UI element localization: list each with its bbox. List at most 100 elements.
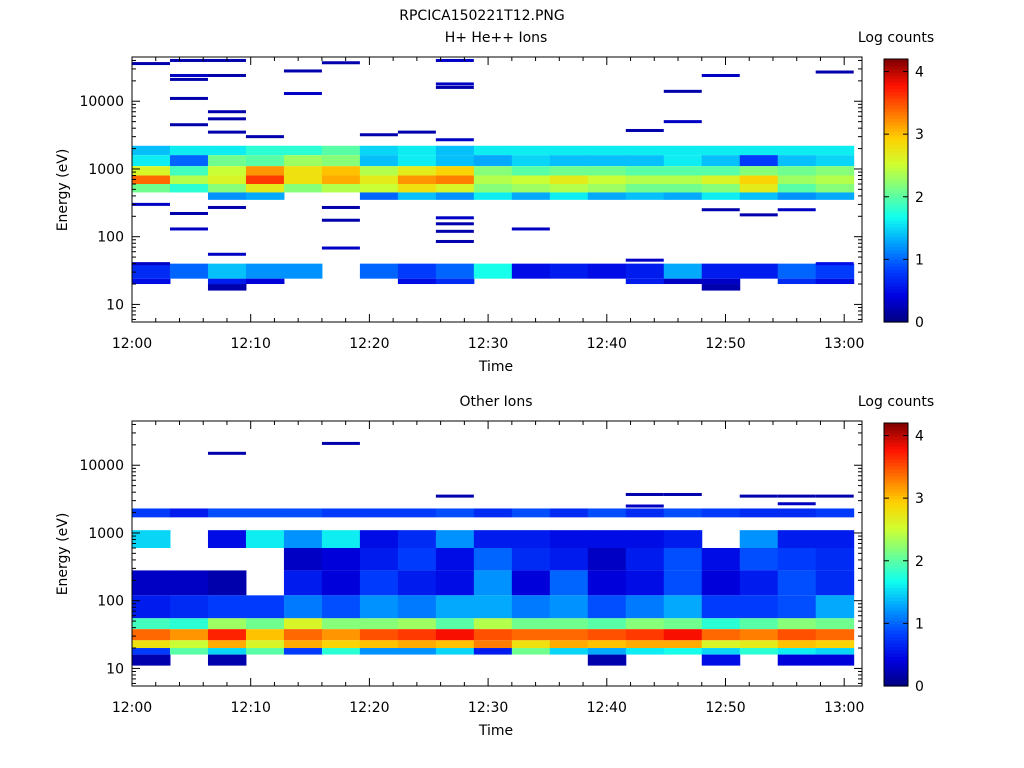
heatmap-cell <box>245 629 285 641</box>
heatmap-cell <box>321 145 361 156</box>
heatmap-cell <box>739 618 779 630</box>
heatmap-cells <box>132 58 855 291</box>
colorbar-segment <box>884 564 908 569</box>
heatmap-cell <box>549 175 589 184</box>
heatmap-cell <box>815 640 855 649</box>
spectrogram-panel-other-ions: Other Ions Log counts Time Energy (eV) 1… <box>55 394 934 739</box>
heatmap-cell <box>283 547 323 571</box>
colorbar-segment <box>884 128 908 132</box>
colorbar-segment <box>884 538 908 542</box>
heatmap-line <box>321 218 360 222</box>
colorbar-label: Log counts <box>858 394 934 410</box>
heatmap-cell <box>283 263 323 279</box>
heatmap-line <box>739 494 778 498</box>
heatmap-cell <box>739 530 779 548</box>
heatmap-cell <box>663 618 703 630</box>
heatmap-line <box>815 494 854 498</box>
colorbar-segment <box>884 557 908 562</box>
heatmap-cell <box>777 654 817 666</box>
heatmap-cell <box>321 166 361 176</box>
colorbar-segment <box>884 633 908 638</box>
colorbar-segment <box>884 521 908 526</box>
heatmap-cell <box>359 155 399 167</box>
y-tick-label: 1000 <box>88 526 124 542</box>
y-tick-label: 100 <box>97 594 124 610</box>
heatmap-line <box>435 494 474 498</box>
colorbar-segment <box>884 511 908 516</box>
heatmap-line <box>132 62 170 66</box>
heatmap-cell <box>663 640 703 649</box>
heatmap-cell <box>132 175 171 184</box>
colorbar-segment <box>884 259 908 264</box>
colorbar-segment <box>884 626 908 631</box>
heatmap-cell <box>283 508 323 518</box>
heatmap-cell <box>207 530 247 548</box>
colorbar-segment <box>884 603 908 608</box>
heatmap-cell <box>815 595 855 619</box>
heatmap-line <box>739 213 778 217</box>
heatmap-cell <box>435 155 475 167</box>
heatmap-cell <box>321 640 361 649</box>
colorbar-segment <box>884 85 908 90</box>
heatmap-cell <box>511 530 551 548</box>
colorbar-segment <box>884 610 908 615</box>
colorbar-segment <box>884 164 908 169</box>
heatmap-cell <box>473 183 513 193</box>
colorbar-segment <box>884 570 908 575</box>
colorbar-segment <box>884 137 908 142</box>
colorbar-segment <box>884 639 908 644</box>
heatmap-cell <box>207 155 247 167</box>
heatmap-cell <box>473 570 513 596</box>
heatmap-cell <box>435 640 475 649</box>
heatmap-cell <box>701 629 741 641</box>
heatmap-cell <box>283 640 323 649</box>
colorbar-segment <box>884 111 908 116</box>
x-axis-label: Time <box>478 723 513 739</box>
heatmap-line <box>207 73 246 77</box>
colorbar-segment <box>884 554 908 559</box>
heatmap-cell <box>169 570 209 596</box>
y-axis-label: Energy (eV) <box>55 149 71 232</box>
heatmap-line <box>321 61 360 65</box>
colorbar-segment <box>884 144 908 149</box>
heatmap-cell <box>435 547 475 571</box>
colorbar-tick-label: 0 <box>915 315 924 331</box>
colorbar-segment <box>884 101 908 106</box>
colorbar-segment <box>884 266 908 270</box>
heatmap-cell <box>815 547 855 571</box>
colorbar: 0 1 2 3 4 <box>883 422 924 695</box>
heatmap-line <box>283 92 322 96</box>
heatmap-cell <box>587 263 627 279</box>
colorbar-segment <box>884 613 908 618</box>
heatmap-cell <box>359 263 399 279</box>
colorbar-segment <box>884 65 908 70</box>
colorbar-segment <box>884 423 908 427</box>
heatmap-cell <box>245 508 285 518</box>
colorbar-segment <box>884 141 908 146</box>
heatmap-cell <box>511 629 551 641</box>
colorbar-segment <box>884 121 908 126</box>
colorbar-segment <box>884 252 908 257</box>
colorbar-label: Log counts <box>858 30 934 46</box>
heatmap-cell <box>359 595 399 619</box>
heatmap-cell <box>169 145 209 156</box>
colorbar-segment <box>884 597 908 602</box>
heatmap-cell <box>739 640 779 649</box>
colorbar-segment <box>884 561 908 565</box>
heatmap-cell <box>511 595 551 619</box>
colorbar-segment <box>884 653 908 658</box>
heatmap-cell <box>207 570 247 596</box>
x-tick-label: 12:40 <box>587 336 627 352</box>
heatmap-cell <box>663 263 703 279</box>
heatmap-cell <box>587 595 627 619</box>
heatmap-cell <box>549 192 589 200</box>
heatmap-cell <box>815 530 855 548</box>
heatmap-cell <box>815 263 855 279</box>
colorbar-segment <box>884 679 908 684</box>
heatmap-line <box>132 262 170 266</box>
heatmap-line <box>435 216 474 220</box>
colorbar-segment <box>884 279 908 284</box>
heatmap-cell <box>245 192 285 200</box>
heatmap-cell <box>435 629 475 641</box>
heatmap-line <box>435 229 474 233</box>
